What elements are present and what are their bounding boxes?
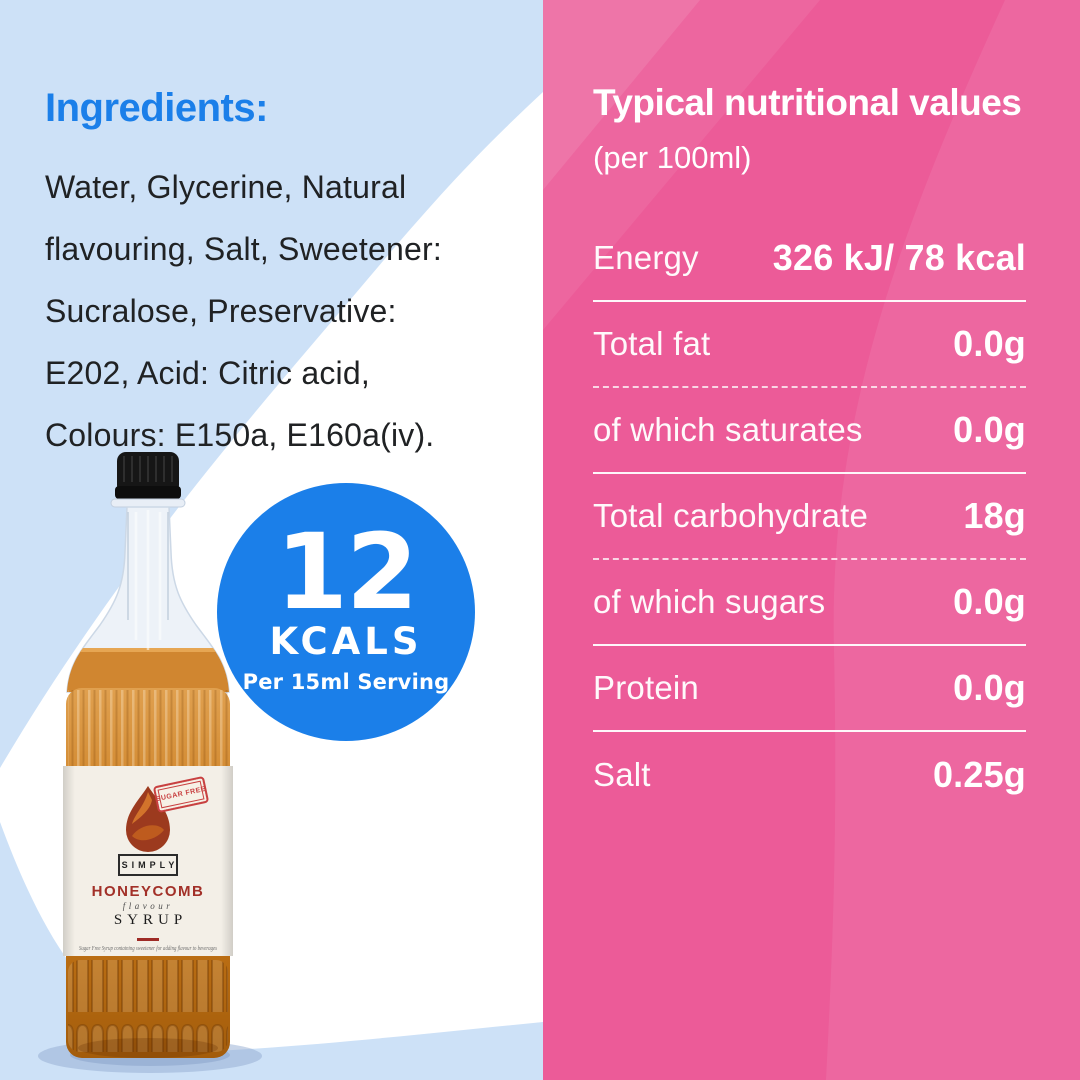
nutrition-label: of which saturates	[593, 411, 863, 448]
label-tagline: Sugar Free Syrup containing sweetener fo…	[78, 946, 218, 952]
nutrition-row-saturates: of which saturates 0.0g	[593, 388, 1026, 474]
kcal-unit: KCALS	[269, 619, 423, 663]
ingredients-line: E202, Acid: Citric acid,	[45, 355, 370, 391]
nutrition-label: Energy	[593, 239, 699, 276]
pink-overlay-corner	[543, 0, 700, 190]
nutrition-label: Protein	[593, 669, 699, 706]
nutrition-row-total-fat: Total fat 0.0g	[593, 302, 1026, 388]
nutrition-value: 0.25g	[932, 754, 1026, 795]
ingredients-line: Sucralose, Preservative:	[45, 293, 397, 329]
bottle-label: SUGAR FREE SIMPLY HONEYCOMB flavour SYRU…	[63, 766, 233, 956]
nutrition-table: Energy 326 kJ/ 78 kcal Total fat 0.0g of…	[593, 216, 1026, 818]
product-type: SYRUP	[113, 912, 188, 928]
bottle-neck-shading	[127, 512, 169, 620]
bottle-neck-highlights	[134, 510, 162, 650]
nutrition-title: Typical nutritional values	[593, 82, 1022, 123]
left-blue-top-shape	[0, 0, 543, 768]
flavour-name: HONEYCOMB	[91, 883, 205, 900]
nutrition-label: of which sugars	[593, 583, 826, 620]
pink-overlay-triangle	[543, 0, 820, 330]
nutrition-subtitle: (per 100ml)	[593, 140, 752, 175]
nutrition-label: Total carbohydrate	[593, 497, 869, 534]
brand-box: SIMPLY	[118, 854, 178, 876]
bottle-cap-ridges	[123, 456, 173, 482]
nutrition-row-protein: Protein 0.0g	[593, 646, 1026, 732]
pink-overlay-band	[826, 0, 1080, 1080]
nutrition-row-salt: Salt 0.25g	[593, 732, 1026, 818]
bottle-neck-ring	[110, 498, 186, 508]
kcal-badge: 12 KCALS Per 15ml Serving	[217, 483, 475, 741]
nutrition-value: 0.0g	[953, 581, 1026, 622]
bottle-cap-lip	[115, 486, 181, 499]
flavour-word: flavour	[122, 901, 174, 911]
kcal-serving-note: Per 15ml Serving	[242, 669, 450, 694]
nutrition-label: Salt	[593, 756, 651, 793]
bottle-upper-flutes	[68, 690, 228, 766]
nutrition-value: 0.0g	[953, 323, 1026, 364]
kcal-number: 12	[275, 511, 419, 634]
sugar-free-stamp: SUGAR FREE	[152, 775, 210, 814]
ingredients-line: Water, Glycerine, Natural	[45, 169, 407, 205]
nutrition-label: Total fat	[593, 325, 711, 362]
nutrition-value: 0.0g	[953, 409, 1026, 450]
bottle-bottom-shade	[78, 1038, 218, 1058]
nutrition-row-sugars: of which sugars 0.0g	[593, 560, 1026, 646]
nutrition-row-energy: Energy 326 kJ/ 78 kcal	[593, 216, 1026, 302]
nutrition-value: 0.0g	[953, 667, 1026, 708]
bottle-lower-flutes	[68, 960, 228, 1052]
pink-panel-background	[543, 0, 1080, 1080]
ingredients-heading: Ingredients:	[45, 86, 268, 130]
nutrition-panel: Typical nutritional values (per 100ml) E…	[543, 0, 1080, 1080]
ingredients-list: Water, Glycerine, Natural flavouring, Sa…	[45, 156, 515, 466]
nutrition-value: 18g	[963, 495, 1026, 536]
nutrition-value: 326 kJ/ 78 kcal	[772, 237, 1026, 278]
nutrition-row-carbohydrate: Total carbohydrate 18g	[593, 474, 1026, 560]
label-divider	[137, 938, 159, 941]
ingredients-line: flavouring, Salt, Sweetener:	[45, 231, 442, 267]
ingredients-line: Colours: E150a, E160a(iv).	[45, 417, 435, 453]
